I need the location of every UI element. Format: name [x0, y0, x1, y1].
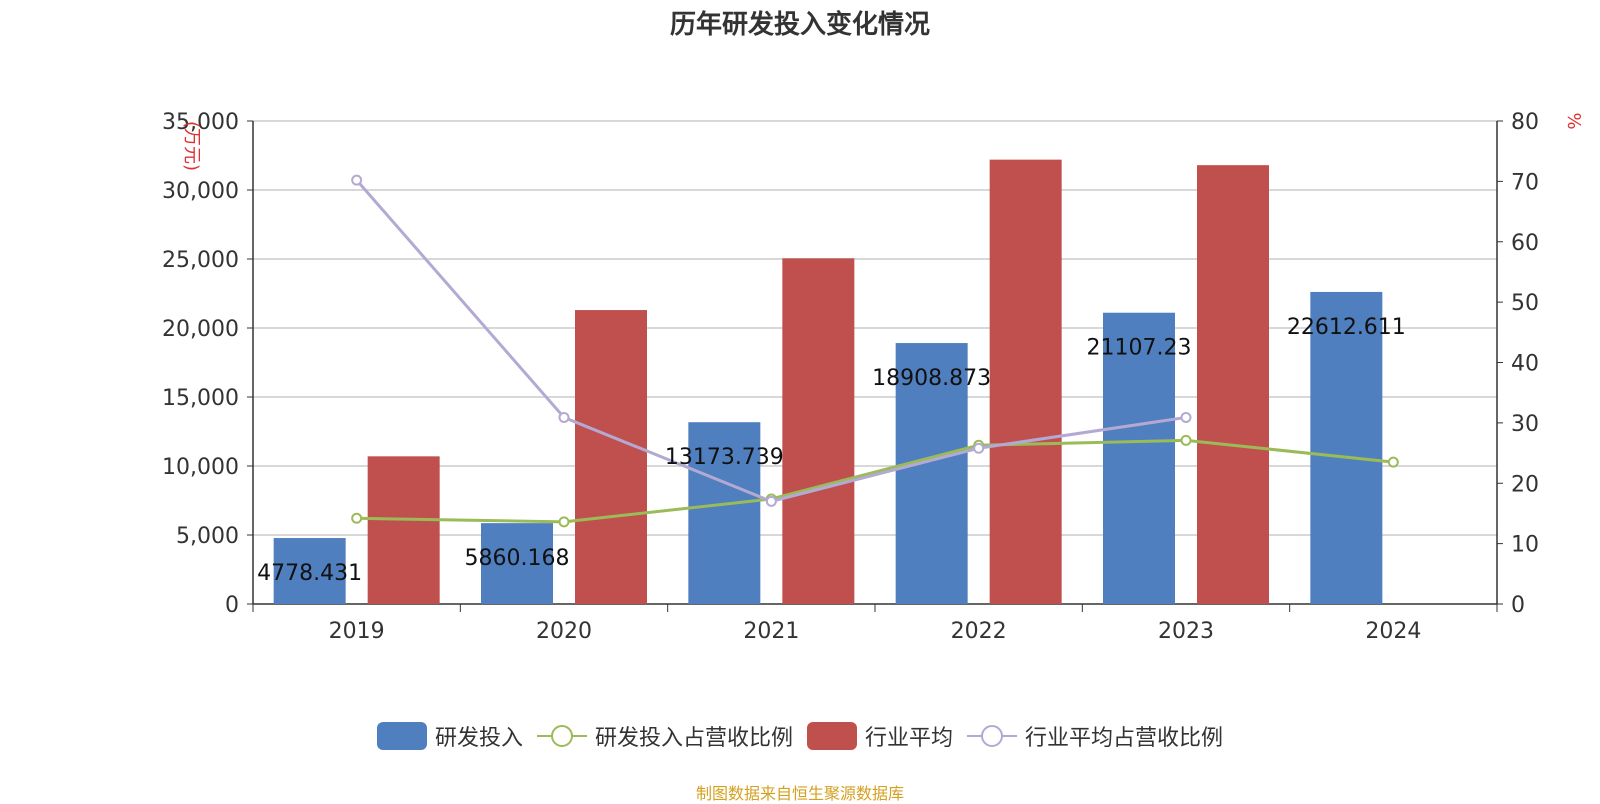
bar-data-label: 18908.873: [872, 366, 991, 391]
line-point: [351, 512, 363, 524]
line-point: [973, 442, 985, 454]
y-left-tick-label: 5,000: [176, 524, 239, 549]
bar: [1310, 291, 1383, 604]
legend-item-rd[interactable]: 研发投入: [376, 720, 523, 752]
bar: [895, 343, 968, 604]
y-left-tick-label: 30,000: [162, 179, 239, 204]
y-right-tick-label: 70: [1511, 170, 1539, 195]
legend-swatch-rd: [376, 722, 427, 750]
bar: [367, 456, 440, 604]
line-point: [765, 495, 777, 507]
legend-swatch-industry-ratio: [967, 725, 1018, 747]
chart-title: 历年研发投入变化情况: [669, 10, 930, 40]
legend-item-industry[interactable]: 行业平均: [807, 720, 953, 752]
y-right-tick-label: 80: [1511, 110, 1539, 135]
x-tick-label: 2024: [1365, 619, 1421, 644]
bar-data-label: 22612.611: [1287, 315, 1406, 340]
legend-swatch-rd-ratio: [536, 725, 587, 747]
bar: [273, 538, 346, 604]
bar: [1103, 312, 1175, 604]
line-point: [1387, 456, 1399, 468]
legend-label-industry-ratio: 行业平均占营收比例: [1025, 726, 1224, 751]
legend-label-rd-ratio: 研发投入占营收比例: [594, 726, 793, 751]
legend-label-rd: 研发投入: [434, 726, 523, 751]
series-line: [356, 438, 1394, 524]
bar: [481, 523, 553, 604]
bar: [782, 258, 855, 604]
y-left-tick-label: 25,000: [162, 248, 239, 273]
legend-swatch-industry: [807, 722, 857, 750]
x-tick-label: 2020: [536, 619, 592, 644]
line-point: [558, 411, 570, 423]
y-right-tick-label: 0: [1511, 593, 1525, 618]
bar-data-label: 4778.431: [257, 561, 362, 586]
bar-data-label: 13173.739: [665, 445, 784, 470]
y-right-tick-label: 40: [1511, 352, 1539, 377]
line-point: [351, 174, 363, 186]
source-note: 制图数据来自恒生聚源数据库: [695, 784, 904, 803]
y-left-tick-label: 10,000: [162, 455, 239, 480]
bar: [688, 422, 761, 604]
bar-data-label: 5860.168: [465, 546, 570, 571]
legend-item-industry-ratio[interactable]: 行业平均占营收比例: [967, 720, 1223, 752]
bar: [1197, 165, 1269, 604]
y-right-unit-label: %: [1563, 112, 1584, 129]
legend-label-industry: 行业平均: [865, 726, 954, 751]
x-tick-label: 2023: [1158, 619, 1214, 644]
line-point: [558, 516, 570, 528]
y-left-tick-label: 0: [225, 593, 239, 618]
y-left-tick-label: 35,000: [162, 110, 239, 135]
bar: [575, 310, 647, 604]
y-left-unit-label: (万元): [181, 121, 202, 171]
y-right-tick-label: 30: [1511, 412, 1539, 437]
x-tick-label: 2019: [329, 619, 385, 644]
bar: [989, 159, 1062, 604]
y-left-tick-label: 20,000: [162, 317, 239, 342]
legend-item-rd-ratio[interactable]: 研发投入占营收比例: [536, 720, 793, 752]
line-point: [1180, 434, 1192, 446]
y-right-tick-label: 60: [1511, 231, 1539, 256]
x-tick-label: 2021: [743, 619, 799, 644]
y-right-tick-label: 10: [1511, 533, 1539, 558]
x-tick-label: 2022: [951, 619, 1007, 644]
bar-data-label: 21107.23: [1087, 336, 1192, 361]
y-right-tick-label: 50: [1511, 291, 1539, 316]
y-right-tick-label: 20: [1511, 472, 1539, 497]
legend: 研发投入 研发投入占营收比例 行业平均 行业平均占营收比例: [0, 720, 1600, 752]
y-left-tick-label: 15,000: [162, 386, 239, 411]
line-point: [1180, 411, 1192, 423]
